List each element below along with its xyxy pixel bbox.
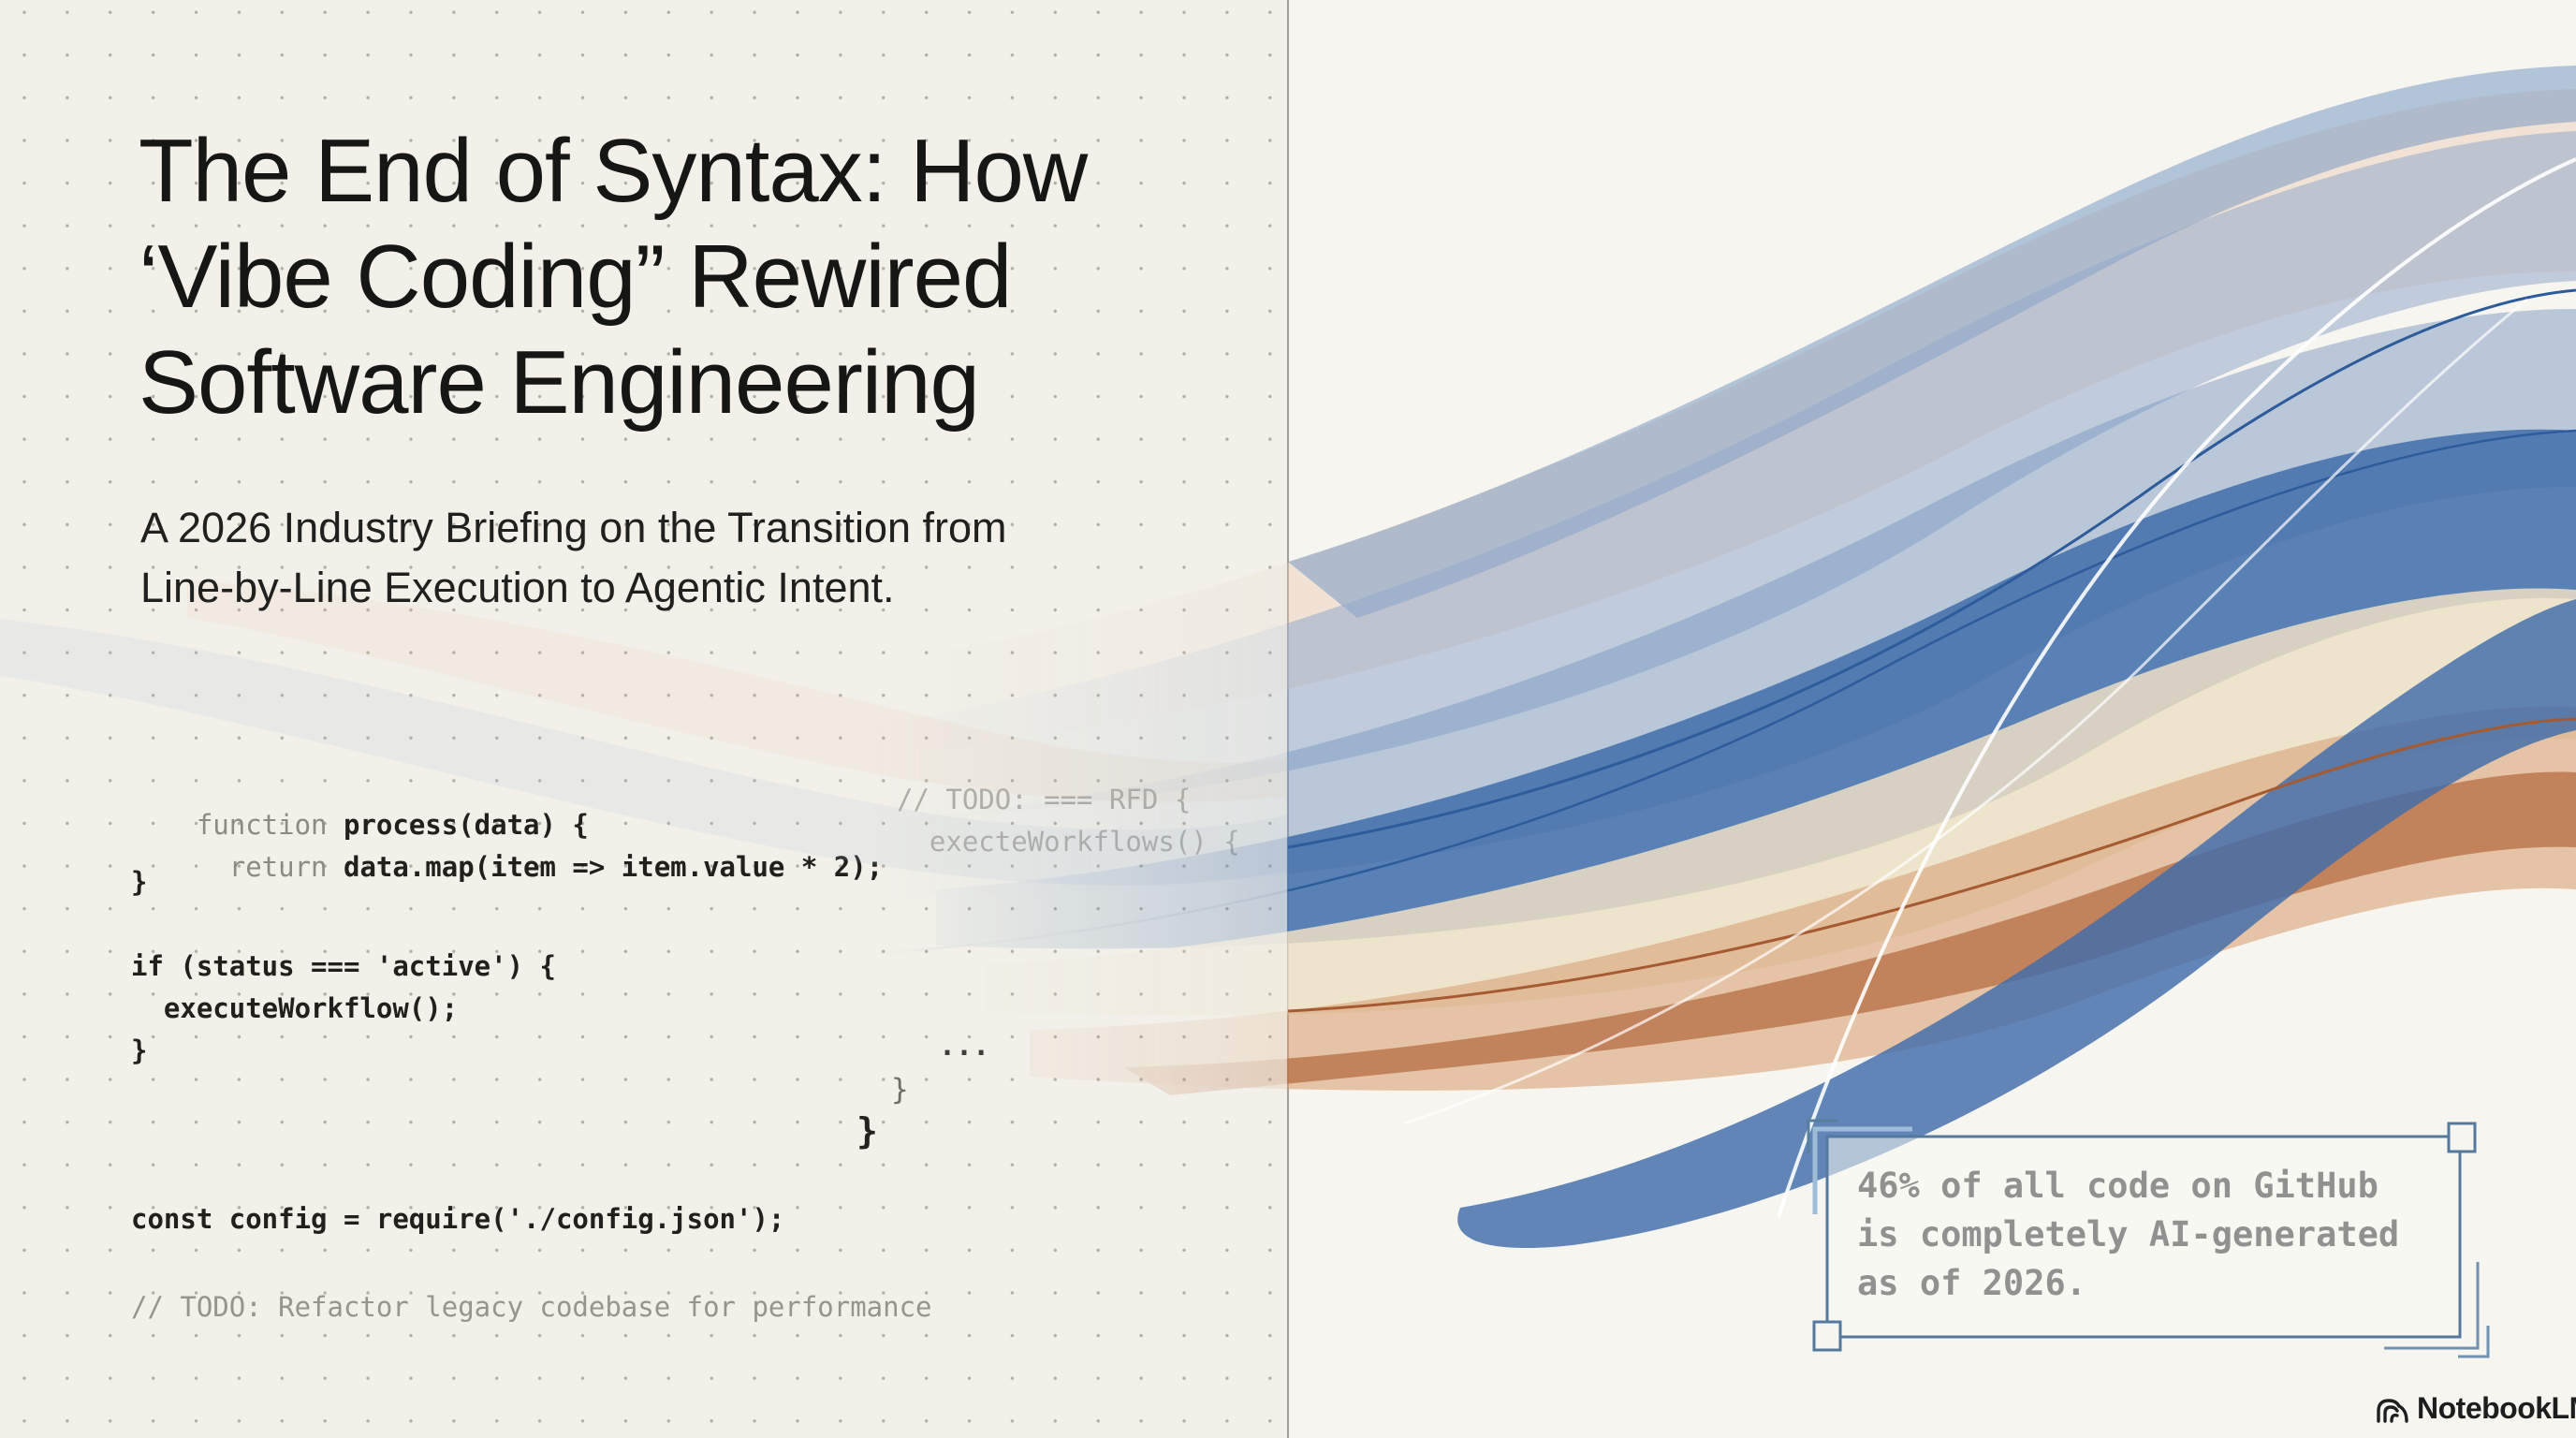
code-fragment-brace2: } <box>856 1110 878 1152</box>
callout-corner-handle-bl <box>1812 1320 1842 1352</box>
code-text: process(data) { <box>343 809 589 841</box>
page-title: The End of Syntax: How ‘Vibe Coding” Rew… <box>139 118 1088 435</box>
callout-rect <box>1825 1135 2462 1339</box>
title-line-3: Software Engineering <box>139 332 980 433</box>
code-fragment-dots: ... <box>939 1030 990 1063</box>
subtitle-line-1: A 2026 Industry Briefing on the Transiti… <box>140 504 1007 551</box>
callout-corner-echo-br-inner <box>2458 1326 2490 1358</box>
notebooklm-logo-icon <box>2377 1398 2408 1423</box>
code-block2-line2: executeWorkflow(); <box>131 992 459 1024</box>
callout-corner-echo-tl-outer <box>1807 1119 1838 1153</box>
left-faint-ribbon-blue <box>0 619 1288 886</box>
code-keyword: function <box>196 809 344 841</box>
callout-corner-handle-tr <box>2447 1122 2477 1153</box>
code-block1-line1: function process(data) { <box>131 785 589 866</box>
title-line-2: ‘Vibe Coding” Rewired <box>139 227 1012 327</box>
subtitle-line-2: Line-by-Line Execution to Agentic Intent… <box>140 564 895 611</box>
page-subtitle: A 2026 Industry Briefing on the Transiti… <box>140 498 1007 618</box>
code-keyword: return <box>196 851 344 883</box>
code-block1-line3: } <box>131 866 148 898</box>
title-line-1: The End of Syntax: How <box>139 121 1088 221</box>
notebooklm-brand: NotebookLM <box>2376 1391 2576 1426</box>
code-block1-line2: return data.map(item => item.value * 2); <box>131 827 883 908</box>
code-fragment-brace1: } <box>891 1073 909 1107</box>
code-block2-line1: if (status === 'active') { <box>131 950 556 982</box>
code-comment-line: // TODO: Refactor legacy codebase for pe… <box>131 1291 932 1323</box>
callout-corner-echo-tl-inner <box>1812 1126 1912 1214</box>
code-block3-line1: const config = require('./config.json'); <box>131 1203 785 1235</box>
code-block2-line3: } <box>131 1034 148 1066</box>
callout-corner-echo-br-outer <box>2384 1262 2480 1350</box>
ribbon-group <box>842 66 2576 1249</box>
notebooklm-logo-text: NotebookLM <box>2417 1391 2576 1425</box>
